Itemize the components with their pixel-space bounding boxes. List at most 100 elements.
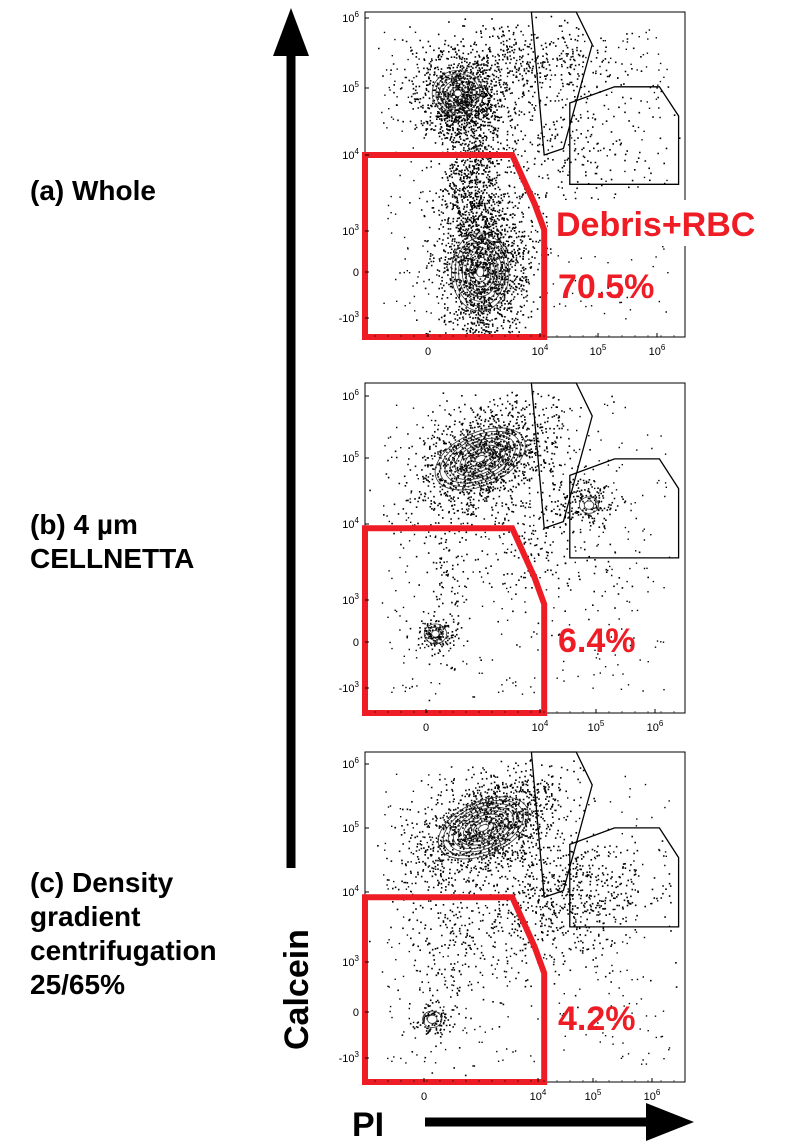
- contour-group-1: [451, 232, 510, 312]
- debris-rbc-gate: [362, 152, 548, 340]
- y-tick-label: 105: [342, 80, 359, 95]
- contour-ring: [467, 817, 499, 839]
- contour-group-0: [431, 70, 484, 117]
- contour-ring: [469, 256, 492, 288]
- contour-ring: [477, 824, 489, 832]
- contour-ring: [453, 89, 462, 97]
- y-tick-label: 103: [342, 592, 359, 607]
- contour-ring: [442, 799, 524, 856]
- event-points: [369, 390, 671, 702]
- x-tick-label: 0: [425, 346, 431, 358]
- x-axis-title: PI: [352, 1106, 384, 1142]
- contour-ring: [447, 803, 519, 853]
- debris-rbc-gate: [362, 894, 548, 1085]
- y-tick-label: 105: [342, 450, 359, 465]
- contour-ring: [579, 496, 600, 514]
- contour-ring: [442, 79, 473, 107]
- contour-ring: [446, 83, 470, 104]
- contour-ring: [444, 434, 516, 484]
- contour-ring: [431, 70, 484, 117]
- contour-ring: [452, 806, 514, 850]
- y-tick-label: 0: [353, 637, 359, 649]
- panel-plot-2: 106 105 104 103 0 -103 0 104 105 106 4.2%: [339, 751, 686, 1103]
- contour-ring: [474, 455, 486, 463]
- contour-ring: [583, 500, 595, 510]
- plot-frame: [364, 382, 686, 714]
- contour-group-0: [434, 427, 526, 491]
- event-dots: [378, 15, 681, 336]
- x-tick-label: 105: [588, 719, 605, 734]
- x-tick-label: 106: [644, 1088, 661, 1103]
- y-tick-label: -103: [339, 1050, 360, 1065]
- y-tick-label: 106: [342, 388, 359, 403]
- contour-ring: [435, 73, 481, 114]
- contour-ring: [472, 261, 488, 283]
- panel-plot-0: 106 105 104 103 0 -103 0 104 105 106 70.5% Debris+R…: [339, 10, 780, 358]
- contour-ring: [439, 430, 521, 487]
- contour-ring: [431, 630, 440, 638]
- contour-group-1: [579, 496, 600, 514]
- event-points: [378, 15, 681, 336]
- contour-group-1: [422, 1010, 443, 1028]
- y-axis-title: Calcein: [278, 929, 316, 1050]
- contour-ring: [458, 242, 503, 302]
- y-tick-label: 104: [342, 516, 359, 531]
- contour-ring: [465, 252, 496, 292]
- y-tick-label: 104: [342, 884, 359, 899]
- gate-percentage: 4.2%: [558, 1000, 636, 1038]
- y-tick-label: 106: [342, 756, 359, 771]
- plot-frame: [364, 751, 686, 1083]
- panel-c-label: (c) Density gradient centrifugation 25/6…: [30, 867, 217, 1000]
- gate-percentage: 70.5%: [558, 268, 654, 306]
- panel-b-label: (b) 4 µm CELLNETTA: [30, 509, 195, 574]
- contour-ring: [462, 813, 504, 843]
- dead-cell-gate: [569, 458, 680, 559]
- x-tick-label: 106: [647, 719, 664, 734]
- y-tick-label: 0: [353, 1007, 359, 1019]
- x-tick-label: 104: [530, 1088, 547, 1103]
- live-cell-gate: [530, 382, 593, 530]
- y-tick-label: 105: [342, 820, 359, 835]
- gate-percentage: 6.4%: [558, 622, 636, 660]
- contour-ring: [450, 86, 466, 101]
- x-tick-label: 105: [590, 343, 607, 358]
- x-tick-label: 0: [423, 722, 429, 734]
- debris-rbc-gate: [362, 525, 548, 716]
- contour-ring: [472, 820, 494, 836]
- y-tick-label: -103: [339, 310, 360, 325]
- event-dots: [369, 390, 671, 702]
- dead-cell-gate: [569, 827, 680, 928]
- contour-ring: [423, 623, 447, 645]
- contour-ring: [422, 1010, 443, 1028]
- contour-group-0: [437, 796, 529, 860]
- gate-name-label: Debris+RBC: [556, 206, 755, 244]
- live-cell-gate: [530, 11, 593, 156]
- contour-ring: [437, 796, 529, 860]
- dead-cell-gate: [569, 86, 680, 185]
- x-tick-label: 106: [649, 343, 666, 358]
- contour-ring: [449, 437, 511, 481]
- panel-plot-1: 106 105 104 103 0 -103 0 104 105 106 6.4%: [339, 382, 686, 734]
- contour-ring: [459, 444, 501, 474]
- contour-ring: [439, 76, 477, 110]
- y-tick-label: -103: [339, 680, 360, 695]
- x-tick-label: 0: [421, 1091, 427, 1103]
- x-tick-label: 104: [532, 343, 549, 358]
- gate-label-bg: [548, 200, 780, 246]
- contour-ring: [476, 266, 485, 278]
- panel-a-label: (a) Whole: [30, 175, 156, 206]
- y-tick-label: 106: [342, 10, 359, 25]
- y-tick-label: 104: [342, 147, 359, 162]
- contour-ring: [427, 1014, 438, 1024]
- x-axis-arrow-head: [646, 1103, 694, 1141]
- y-tick-label: 0: [353, 267, 359, 279]
- plot-panels: 106 105 104 103 0 -103 0 104 105 106 70.5% Debris+R…: [339, 10, 780, 1103]
- contour-group-2: [423, 623, 447, 645]
- contour-ring: [427, 626, 444, 641]
- y-tick-label: 103: [342, 954, 359, 969]
- contour-ring: [457, 810, 509, 846]
- contour-ring: [434, 427, 526, 491]
- contour-ring: [454, 237, 506, 307]
- live-cell-gate: [530, 751, 593, 899]
